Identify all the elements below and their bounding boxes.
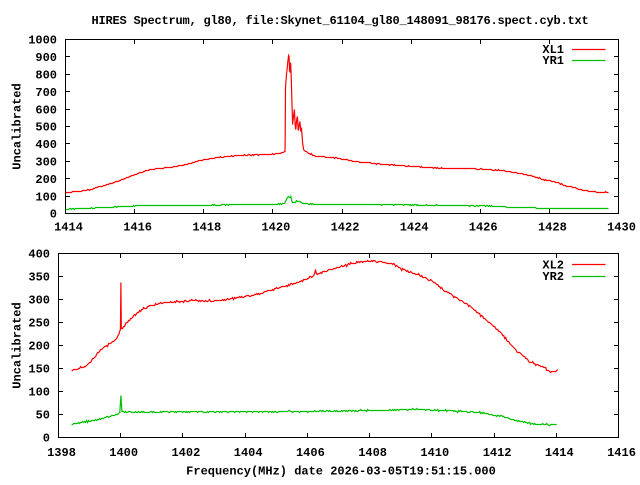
svg-text:1416: 1416	[123, 221, 152, 235]
svg-text:350: 350	[28, 271, 50, 285]
svg-text:0: 0	[50, 208, 57, 222]
svg-text:1416: 1416	[607, 446, 636, 460]
svg-text:1402: 1402	[171, 446, 200, 460]
svg-text:1422: 1422	[331, 221, 360, 235]
svg-text:XL2: XL2	[542, 259, 564, 273]
svg-text:Frequency(MHz) date 2026-03-05: Frequency(MHz) date 2026-03-05T19:51:15.…	[186, 465, 496, 479]
svg-text:150: 150	[28, 363, 50, 377]
svg-text:800: 800	[35, 69, 57, 83]
svg-text:1398: 1398	[47, 446, 76, 460]
svg-text:400: 400	[28, 248, 50, 262]
svg-text:100: 100	[28, 386, 50, 400]
svg-text:300: 300	[35, 156, 57, 170]
svg-text:Uncalibrated: Uncalibrated	[11, 302, 25, 388]
svg-text:500: 500	[35, 121, 57, 135]
svg-text:600: 600	[35, 103, 57, 117]
svg-text:50: 50	[36, 409, 50, 423]
svg-text:HIRES Spectrum, gl80, file:Sky: HIRES Spectrum, gl80, file:Skynet_61104_…	[91, 14, 588, 28]
svg-text:700: 700	[35, 86, 57, 100]
svg-text:1430: 1430	[607, 221, 636, 235]
svg-text:1408: 1408	[358, 446, 387, 460]
svg-text:1428: 1428	[538, 221, 567, 235]
svg-text:1420: 1420	[261, 221, 290, 235]
svg-text:1424: 1424	[400, 221, 429, 235]
svg-text:250: 250	[28, 317, 50, 331]
svg-text:1412: 1412	[483, 446, 512, 460]
svg-text:1414: 1414	[54, 221, 83, 235]
svg-text:1418: 1418	[192, 221, 221, 235]
svg-text:1406: 1406	[296, 446, 325, 460]
svg-text:300: 300	[28, 294, 50, 308]
svg-text:1404: 1404	[234, 446, 263, 460]
svg-text:1410: 1410	[420, 446, 449, 460]
svg-text:1400: 1400	[109, 446, 138, 460]
svg-text:XL1: XL1	[542, 43, 564, 57]
svg-text:900: 900	[35, 51, 57, 65]
svg-text:100: 100	[35, 190, 57, 204]
svg-text:200: 200	[28, 340, 50, 354]
svg-text:400: 400	[35, 138, 57, 152]
svg-text:1426: 1426	[469, 221, 498, 235]
svg-text:Uncalibrated: Uncalibrated	[11, 83, 25, 169]
svg-text:0: 0	[43, 432, 50, 446]
svg-text:YR1: YR1	[542, 54, 564, 68]
svg-text:200: 200	[35, 173, 57, 187]
svg-text:1000: 1000	[28, 34, 57, 48]
svg-text:1414: 1414	[545, 446, 574, 460]
svg-text:YR2: YR2	[542, 270, 564, 284]
